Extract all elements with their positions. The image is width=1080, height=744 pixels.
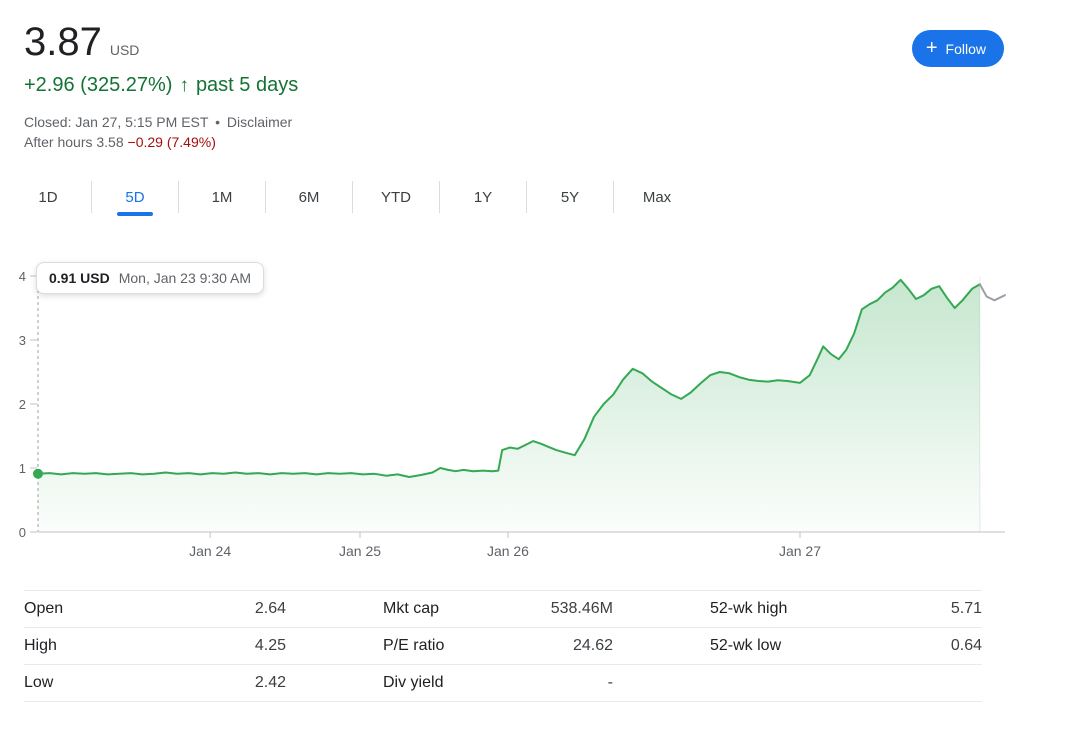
- time-range-tabs: 1D 5D 1M 6M YTD 1Y 5Y Max: [24, 178, 1080, 216]
- stat-label: Open: [24, 600, 64, 617]
- tab-separator: [178, 181, 179, 213]
- stat-label: 52-wk low: [710, 637, 782, 654]
- price-chart[interactable]: 0 1 2 3 4 Jan 24 Jan 25 Jan 26 Jan 27 0.91 USD M…: [0, 260, 1080, 562]
- tab-5d[interactable]: 5D: [111, 178, 159, 216]
- stat-value: 4.25: [254, 637, 286, 654]
- x-axis-label: Jan 27: [779, 543, 821, 559]
- stats-cell: Mkt cap 538.46M: [383, 591, 613, 627]
- x-axis-label: Jan 24: [189, 543, 231, 559]
- stat-value: 5.71: [950, 600, 982, 617]
- stats-cell: 52-wk low 0.64: [710, 628, 982, 664]
- y-axis-label: 4: [19, 269, 26, 284]
- stat-label: 52-wk high: [710, 600, 788, 617]
- after-hours-line-text: After hours 3.58 −0.29 (7.49%): [24, 132, 1056, 152]
- stats-cell: Div yield -: [383, 665, 613, 701]
- stat-label: High: [24, 637, 57, 654]
- stock-header: 3.87 USD + Follow +2.96 (325.27%) ↑ past…: [0, 0, 1080, 152]
- y-axis-label: 2: [19, 397, 26, 412]
- after-hours-label: After hours: [24, 134, 93, 150]
- tooltip-datetime: Mon, Jan 23 9:30 AM: [118, 270, 252, 286]
- market-status-line: Closed: Jan 27, 5:15 PM EST • Disclaimer: [24, 112, 1056, 132]
- stat-label: P/E ratio: [383, 637, 445, 654]
- stat-label: Mkt cap: [383, 600, 440, 617]
- tab-ytd[interactable]: YTD: [381, 188, 411, 206]
- stats-cell: Open 2.64: [24, 591, 286, 627]
- chart-svg: 0 1 2 3 4 Jan 24 Jan 25 Jan 26 Jan 27: [19, 269, 1006, 559]
- y-axis-label: 1: [19, 461, 26, 476]
- tab-separator: [613, 181, 614, 213]
- current-price: 3.87: [24, 20, 102, 64]
- y-axis-label: 3: [19, 333, 26, 348]
- tab-separator: [439, 181, 440, 213]
- area-fill: [38, 279, 980, 532]
- follow-button-label: Follow: [945, 40, 986, 57]
- stats-row: Open 2.64 Mkt cap 538.46M 52-wk high 5.71: [24, 591, 982, 628]
- stat-value: 24.62: [572, 637, 613, 654]
- follow-button[interactable]: + Follow: [911, 30, 1004, 67]
- stats-cell: P/E ratio 24.62: [383, 628, 613, 664]
- price-change-line: +2.96 (325.27%) ↑ past 5 days: [24, 74, 1056, 97]
- tab-1m[interactable]: 1M: [211, 188, 233, 206]
- after-hours-price: 3.58: [96, 134, 124, 150]
- stat-label: Low: [24, 674, 54, 691]
- stats-cell: [710, 665, 982, 701]
- price-row: 3.87 USD: [24, 20, 1056, 64]
- disclaimer-link[interactable]: Disclaimer: [226, 114, 293, 130]
- y-axis-label: 0: [19, 525, 26, 540]
- tab-1d[interactable]: 1D: [38, 188, 58, 206]
- up-arrow-icon: ↑: [179, 74, 189, 96]
- stat-value: -: [607, 674, 613, 691]
- stat-label: Div yield: [383, 674, 444, 691]
- price-line: [37, 278, 981, 478]
- tab-separator: [526, 181, 527, 213]
- after-hours-line: [978, 283, 1006, 302]
- stat-value: 0.64: [950, 637, 982, 654]
- dot-separator: •: [215, 114, 220, 130]
- plus-icon: +: [925, 36, 938, 59]
- tab-separator: [352, 181, 353, 213]
- tab-6m[interactable]: 6M: [298, 188, 320, 206]
- x-axis-label: Jan 26: [487, 543, 529, 559]
- cursor-dot: [33, 468, 43, 479]
- stats-row: Low 2.42 Div yield -: [24, 665, 982, 702]
- tab-max[interactable]: Max: [642, 188, 672, 206]
- currency-label: USD: [109, 42, 140, 58]
- tab-1y[interactable]: 1Y: [473, 188, 493, 206]
- after-hours-change: −0.29 (7.49%): [127, 134, 216, 150]
- tab-separator: [265, 181, 266, 213]
- tab-separator: [91, 181, 92, 213]
- stats-table: Open 2.64 Mkt cap 538.46M 52-wk high 5.71 High…: [24, 590, 982, 702]
- change-value: +2.96 (325.27%): [24, 74, 173, 96]
- stat-value: 2.42: [254, 674, 286, 691]
- stats-cell: 52-wk high 5.71: [710, 591, 982, 627]
- stats-row: High 4.25 P/E ratio 24.62 52-wk low 0.64: [24, 628, 982, 665]
- stats-cell: High 4.25: [24, 628, 286, 664]
- stat-value: 538.46M: [550, 600, 613, 617]
- change-period: past 5 days: [195, 74, 299, 96]
- chart-tooltip: 0.91 USD Mon, Jan 23 9:30 AM: [36, 262, 265, 294]
- stat-value: 2.64: [254, 600, 286, 617]
- tooltip-price: 0.91 USD: [49, 270, 110, 286]
- tab-5y[interactable]: 5Y: [560, 188, 580, 206]
- x-axis-label: Jan 25: [339, 543, 381, 559]
- stats-cell: Low 2.42: [24, 665, 286, 701]
- closed-status-text: Closed: Jan 27, 5:15 PM EST: [24, 114, 209, 130]
